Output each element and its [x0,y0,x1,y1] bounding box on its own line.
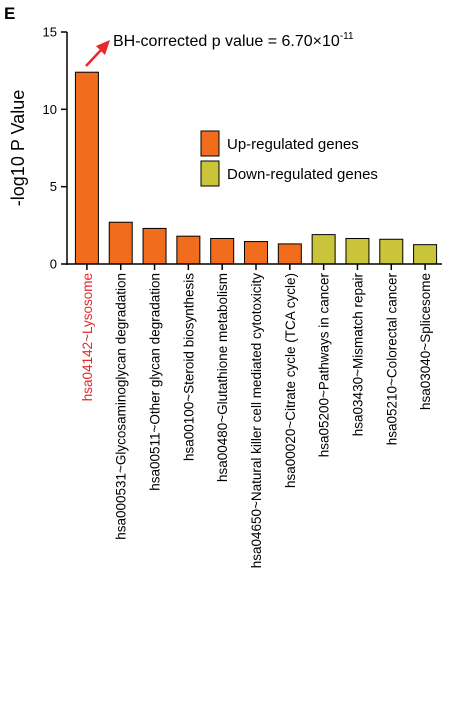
legend-swatch-down [200,160,220,187]
bar-4 [176,235,201,265]
x-category-label: hsa05200~Pathways in cancer [317,272,332,457]
legend-label-down: Down-regulated genes [227,166,378,183]
x-axis [67,263,442,270]
bar-6 [244,241,268,265]
y-tick-label: 0 [50,257,57,272]
annotation-arrow-line [85,49,102,67]
bar-2 [108,221,133,265]
y-axis-title: -log10 P Value [8,90,28,206]
annotation-exponent: -11 [340,31,354,42]
y-tick-label: 15 [43,25,57,40]
bar-9 [345,237,370,265]
x-category-label: hsa00511~Other glycan degradation [148,273,163,491]
bar-7 [277,243,302,265]
bar-5 [210,237,235,265]
bar-3 [142,227,167,265]
y-tick-label: 5 [50,179,57,194]
x-category-label: hsa00100~Steroid biosynthesis [181,273,196,461]
annotation-arrow-head [96,40,110,55]
x-category-label: hsa04650~Natural killer cell mediated cy… [249,273,264,569]
annotation-text: BH-corrected p value = 6.70×10-11 [113,31,354,50]
bar-8 [311,234,336,265]
legend: Up-regulated genes Down-regulated genes [200,130,378,187]
bar-11 [413,244,438,265]
legend-label-up: Up-regulated genes [227,136,359,153]
p-value-annotation: BH-corrected p value = 6.70×10-11 [85,31,354,67]
x-category-label: hsa000531~Glycosaminoglycan degradation [114,273,129,540]
legend-swatch-up [200,130,220,157]
y-axis: 0 5 10 15 [43,25,68,272]
x-category-label: hsa03430~Mismatch repair [350,273,365,437]
bar-10 [379,238,404,265]
x-category-label: hsa00480~Glutathione metabolism [215,273,230,482]
x-category-label: hsa04142~Lysosome [80,273,95,401]
annotation-prefix: BH-corrected p value = 6.70×10 [113,33,340,50]
x-category-label: hsa03040~Splicesome [418,273,433,410]
x-category-label: hsa05210~Colorectal cancer [384,273,399,446]
x-category-labels: hsa04142~Lysosome hsa000531~Glycosaminogl… [80,272,433,568]
panel-label: E [4,4,15,23]
y-tick-label: 10 [43,102,57,117]
bar-1 [74,71,99,265]
x-category-label: hsa00020~Citrate cycle (TCA cycle) [283,273,298,488]
